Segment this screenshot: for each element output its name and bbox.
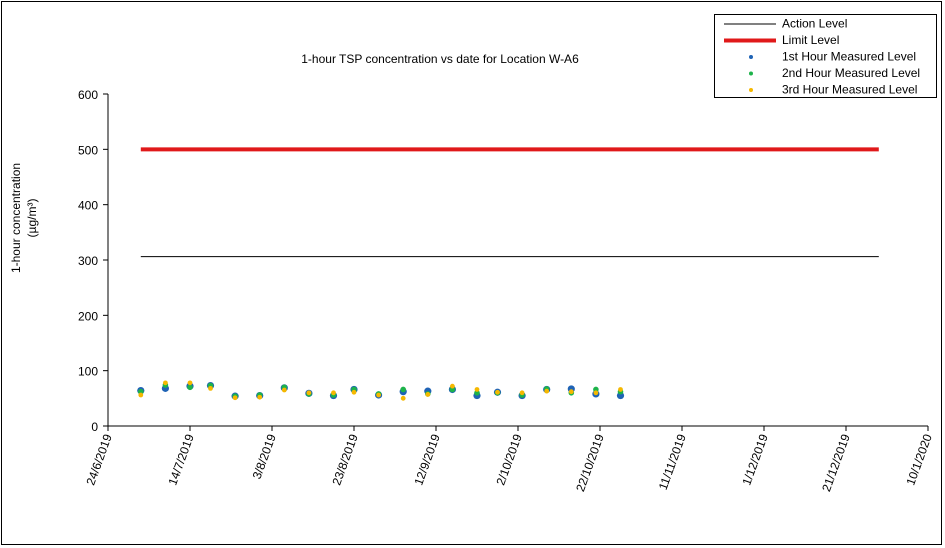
legend-marker	[749, 55, 753, 59]
data-point	[232, 395, 238, 401]
data-point	[495, 389, 500, 395]
y-tick-label: 0	[91, 420, 98, 434]
data-point	[519, 390, 525, 396]
data-point	[450, 383, 455, 389]
data-point	[187, 380, 193, 386]
legend-label: 1st Hour Measured Level	[782, 50, 916, 64]
y-axis-label: 1-hour concentration	[9, 163, 23, 273]
data-point	[163, 380, 168, 386]
legend-label: Limit Level	[782, 33, 839, 47]
legend-marker	[749, 71, 753, 76]
y-tick-label: 100	[78, 365, 98, 379]
data-point	[618, 387, 623, 392]
y-tick-label: 600	[78, 88, 98, 102]
y-tick-label: 500	[78, 143, 98, 157]
data-point	[257, 394, 263, 400]
data-point	[331, 390, 336, 396]
data-point	[593, 390, 599, 396]
data-point	[400, 386, 407, 393]
chart-title: 1-hour TSP concentration vs date for Loc…	[301, 52, 579, 66]
data-point	[425, 392, 431, 397]
y-tick-label: 200	[78, 309, 98, 323]
data-point	[568, 389, 574, 395]
legend-label: 3rd Hour Measured Level	[782, 83, 917, 97]
y-axis-unit: (µg/m³)	[25, 199, 39, 238]
y-tick-label: 300	[78, 254, 98, 268]
data-point	[208, 385, 213, 391]
data-point	[138, 392, 144, 398]
data-point	[544, 388, 550, 394]
legend-marker	[749, 88, 753, 92]
data-point	[306, 390, 312, 396]
legend-label: Action Level	[782, 17, 847, 31]
y-tick-label: 400	[78, 199, 98, 213]
data-point	[187, 384, 193, 391]
data-point	[376, 392, 381, 398]
data-point	[281, 387, 287, 393]
legend-label: 2nd Hour Measured Level	[782, 66, 920, 80]
data-point	[400, 395, 406, 401]
data-point	[351, 389, 357, 395]
data-point	[474, 387, 480, 392]
